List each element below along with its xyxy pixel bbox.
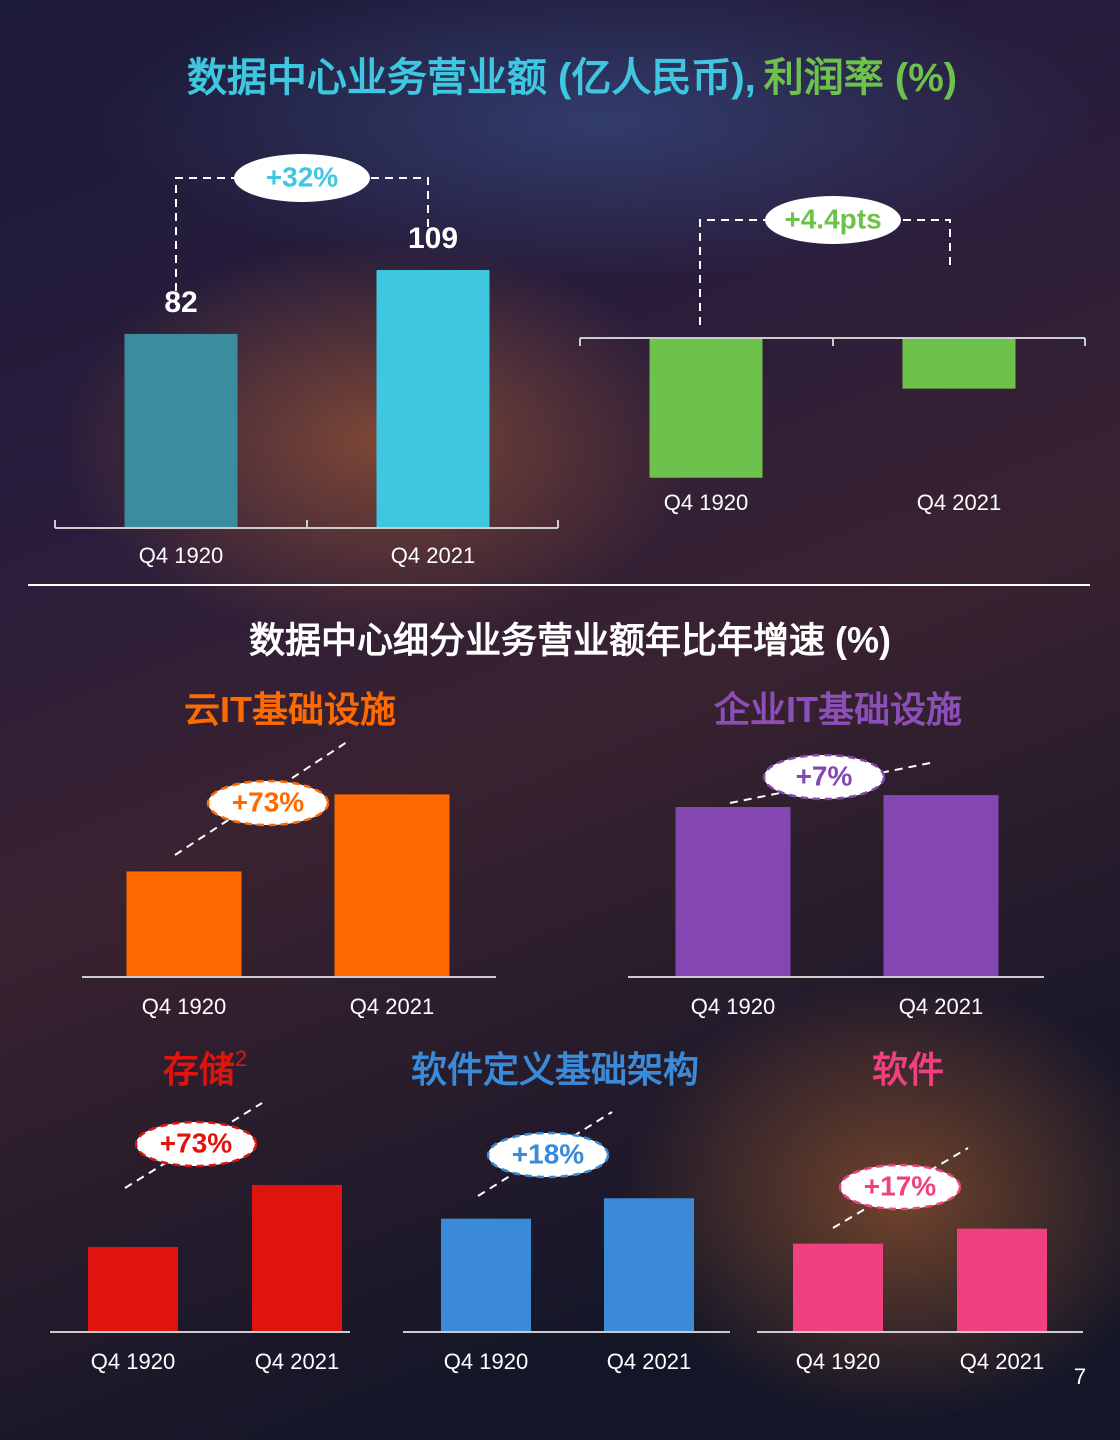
title-superscript: 2 (235, 1046, 247, 1071)
trend-line (477, 1111, 613, 1197)
chart-title-text: 企业IT基础设施 (714, 689, 962, 730)
trend-line (832, 1147, 969, 1229)
chart-title-text: 存储 (163, 1049, 235, 1090)
x-tick-label: Q4 2021 (960, 1349, 1044, 1374)
chart-title: 软件定义基础架构 (411, 1049, 699, 1090)
annotation: +32% (266, 161, 338, 192)
bar (124, 333, 238, 528)
annotation-bubble (765, 196, 901, 244)
annotation-bubble (134, 1120, 258, 1168)
annotation: +7% (796, 760, 853, 791)
chart-title-text: 软件 (872, 1049, 944, 1090)
annotation-bubble (234, 154, 370, 202)
x-tick-label: Q4 2021 (607, 1349, 691, 1374)
title-part: 数据中心业务营业额 (亿人民币), (187, 56, 756, 100)
chart-title: 软件 (872, 1049, 944, 1090)
bar (604, 1198, 694, 1332)
x-tick-label: Q4 1920 (796, 1349, 880, 1374)
title-part: 利润率 (%) (764, 56, 957, 100)
x-tick-label: Q4 2021 (255, 1349, 339, 1374)
data-label: 109 (408, 222, 458, 255)
bar (334, 794, 450, 977)
x-tick-label: Q4 2021 (917, 490, 1001, 515)
annotation: +17% (864, 1170, 936, 1201)
section-title: 数据中心细分业务营业额年比年增速 (%) (249, 620, 891, 661)
chart-title: 企业IT基础设施 (714, 689, 962, 730)
x-tick-label: Q4 1920 (664, 490, 748, 515)
page-number: 7 (1074, 1364, 1086, 1389)
bar (376, 270, 490, 528)
x-tick-label: Q4 1920 (142, 994, 226, 1019)
x-tick-label: Q4 2021 (350, 994, 434, 1019)
annotation-bubble (762, 753, 886, 801)
bar (957, 1228, 1047, 1332)
chart-title: 云IT基础设施 (184, 689, 396, 730)
x-tick-label: Q4 1920 (691, 994, 775, 1019)
chart-title: 存储2 (163, 1046, 247, 1090)
bar (883, 795, 999, 977)
bar (902, 338, 1016, 389)
x-tick-label: Q4 1920 (139, 543, 223, 568)
annotation-bubble (838, 1163, 962, 1211)
x-tick-label: Q4 2021 (391, 543, 475, 568)
bar (88, 1247, 178, 1332)
bar (649, 338, 763, 478)
page-title: 数据中心业务营业额 (亿人民币), 利润率 (%) (187, 56, 957, 100)
annotation-bubble (486, 1131, 610, 1179)
annotation: +18% (512, 1138, 584, 1169)
x-tick-label: Q4 1920 (91, 1349, 175, 1374)
bar (126, 871, 242, 977)
bar (252, 1184, 342, 1332)
data-label: 82 (164, 286, 197, 319)
annotation: +73% (232, 786, 304, 817)
annotation: +73% (160, 1127, 232, 1158)
chart-title-text: 软件定义基础架构 (411, 1049, 699, 1090)
bar (675, 807, 791, 977)
annotation: +4.4pts (784, 203, 881, 234)
annotation-bubble (206, 779, 330, 827)
bar (793, 1243, 883, 1332)
chart-title-text: 云IT基础设施 (184, 689, 396, 730)
bar (441, 1218, 531, 1332)
x-tick-label: Q4 1920 (444, 1349, 528, 1374)
x-tick-label: Q4 2021 (899, 994, 983, 1019)
